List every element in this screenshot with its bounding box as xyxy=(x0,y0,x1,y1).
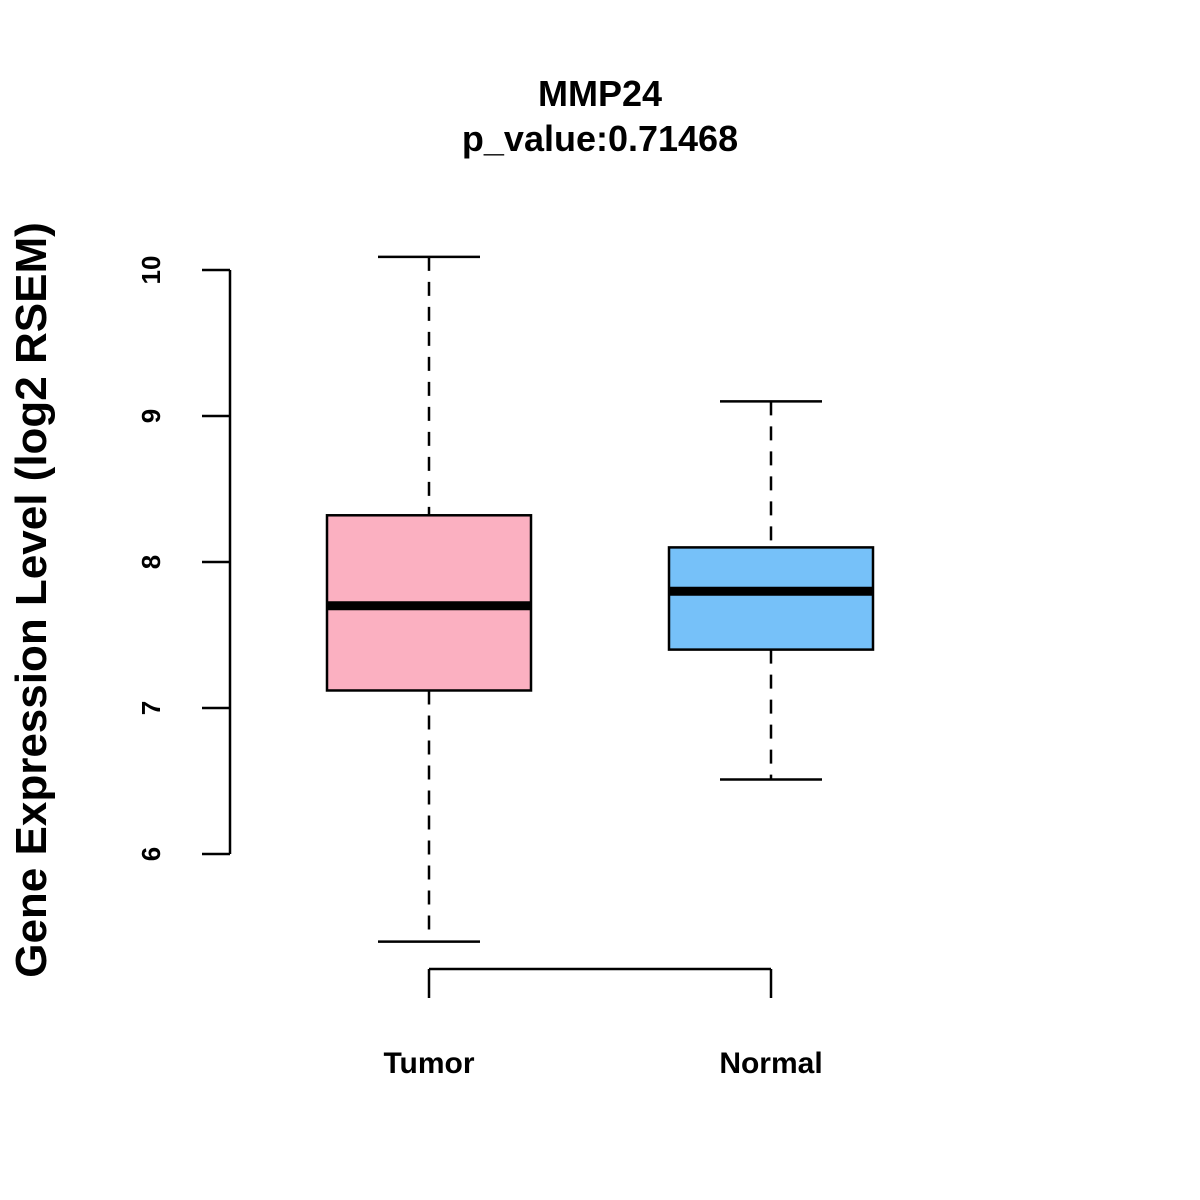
boxes xyxy=(325,255,875,943)
x-tick-label-tumor: Tumor xyxy=(383,1047,474,1080)
x-tick-label-normal: Normal xyxy=(719,1047,822,1080)
chart-subtitle: p_value:0.71468 xyxy=(462,118,738,159)
y-axis: 6 7 8 9 10 xyxy=(136,256,232,861)
box-normal xyxy=(667,546,875,651)
box-group-tumor xyxy=(325,255,533,943)
y-tick-label: 10 xyxy=(136,256,166,285)
y-tick-label: 8 xyxy=(136,555,166,569)
chart-title: MMP24 xyxy=(538,73,662,114)
y-tick-label: 9 xyxy=(136,409,166,423)
y-axis-label: Gene Expression Level (log2 RSEM) xyxy=(7,222,56,978)
x-axis: Tumor Normal xyxy=(383,967,823,1080)
y-tick-label: 7 xyxy=(136,701,166,715)
y-tick-label: 6 xyxy=(136,847,166,861)
box-group-normal xyxy=(667,400,875,781)
